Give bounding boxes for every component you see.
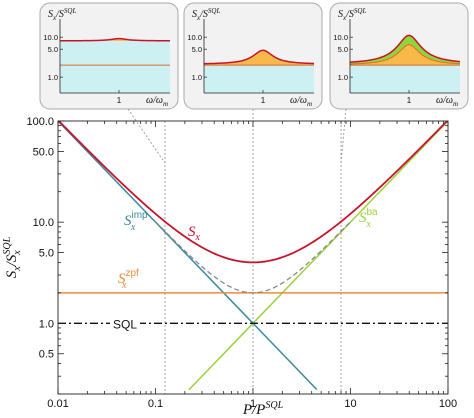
series-line-s-x [58,121,448,264]
inset-y-tick-label: 10.0 [333,33,348,42]
inset-peak-fill [350,44,460,66]
main-chart: 0.01 0.1 1 10 100 0.5 1.0 5.0 10.0 50.0 100.0 P/PSQ… [2,116,457,418]
insets-group: 10.05.01.01Sx/SSQLω/ωm10.05.01.01Sx/SSQL… [39,2,469,110]
inset-y-label-part: x [342,14,347,22]
label-ba-sup: ba [367,207,379,218]
y-axis-label-part: S [4,270,20,278]
label-imp-sub: x [130,222,136,233]
inset-y-label: Sx/SSQL [338,7,366,22]
x-tick-label: 0.1 [148,398,163,410]
label-zpf: Szpf x [118,268,139,291]
inset-y-tick-label: 5.0 [48,45,58,54]
sql-label: SQL [113,317,137,331]
x-tick-label: 0.01 [47,398,68,410]
inset-y-label-part: SQL [208,7,221,15]
inset-y-label-part: /S [55,9,64,20]
label-total-sub: x [195,232,201,243]
y-tick-label: 0.5 [39,349,54,361]
inset-x-label-part: ω/ω [290,95,307,106]
inset-x-label-part: m [307,100,312,108]
inset-peak-line [349,44,461,65]
inset-x-tick-label: 1 [407,96,412,105]
inset-y-label-part: S [338,9,343,20]
inset-y-label: Sx/SSQL [192,7,220,22]
x-tick-label: 10 [344,398,356,410]
inset-x-label-part: ω/ω [436,95,453,106]
x-axis-label-sup: SQL [265,400,283,411]
inset-peak-fill [60,38,170,41]
inset-connector-lines [127,108,347,164]
y-axis-label-part: SQL [2,236,13,254]
inset-x-label-part: m [163,100,168,108]
y-axis-label-part: x [12,250,23,256]
label-zpf-base: S [118,271,126,287]
series-line-s-x-imp [58,121,318,390]
x-tick-label: 1 [250,398,256,410]
inset-y-label-part: S [192,9,197,20]
inset-x-label: ω/ωm [436,95,458,108]
inset-right: 10.0 5.0 1.0 1 Sx/SSQL ω/ωm [329,2,469,110]
inset-y-label-part: /S [345,9,354,20]
inset-total-line [203,49,315,65]
label-ba: Sba x [359,207,378,230]
inset-y-label-part: S [48,9,53,20]
y-tick-label: 5.0 [39,248,54,260]
inset-middle: 10.0 5.0 1.0 1 Sx/SSQL ω/ωm [183,2,323,110]
label-imp: Simp x [124,210,148,233]
inset-total-line [60,37,171,42]
inset-y-label-part: SQL [64,7,77,15]
sql-label-bg [110,316,140,331]
series-line-s-x-ba [188,121,448,391]
label-zpf-sub: x [121,280,127,291]
inset-x-tick-label: 1 [261,96,266,105]
y-tick-label: 10.0 [33,217,54,229]
label-total: Sx [188,224,201,243]
connector-line-0 [127,108,166,164]
inset-x-label-part: ω/ω [146,95,163,106]
y-axis-label-part: x [12,266,23,272]
inset-y-tick-label: 1.0 [48,73,58,82]
inset-left: 10.0 5.0 1.0 1 Sx/SSQL ω/ωm [39,2,179,110]
inset-y-tick-label: 10.0 [43,33,58,42]
inset-x-tick-label: 1 [117,96,122,105]
x-tick-label: 100 [439,398,457,410]
label-zpf-sup: zpf [126,268,140,279]
inset-y-tick-label: 5.0 [192,45,202,54]
label-imp-sup: imp [132,210,149,221]
y-tick-label: 100.0 [26,116,54,128]
label-ba-base: S [359,210,367,226]
inset-x-label: ω/ωm [146,95,168,108]
inset-y-label-part: /S [199,9,208,20]
label-imp-base: S [124,213,132,229]
inset-y-label-part: x [52,14,57,22]
inset-y-tick-label: 1.0 [192,73,202,82]
inset-x-label: ω/ωm [290,95,312,108]
inset-zpf-fill [350,65,460,93]
inset-zpf-fill [60,65,170,93]
inset-y-label-part: SQL [354,7,367,15]
y-axis-label-part: /S [4,254,20,267]
y-tick-label: 50.0 [33,146,54,158]
inset-y-tick-label: 1.0 [338,73,348,82]
connector-line-1 [340,108,347,164]
inset-y-label: Sx/SSQL [48,7,76,22]
label-ba-sub: x [365,219,371,230]
plot-area [58,121,448,391]
x-axis-label: P/PSQL [242,400,284,418]
series-line-s-x-imp-s-x-ba [155,221,351,294]
inset-imp-fill [60,40,170,66]
inset-y-label-part: x [196,14,201,22]
inset-total-line [349,34,461,63]
label-total-base: S [188,224,196,240]
y-axis-label: Sx/SSQLx [2,236,23,278]
inset-x-label-part: m [453,100,458,108]
inset-y-tick-label: 5.0 [338,45,348,54]
y-tick-label: 1.0 [39,318,54,330]
inset-y-tick-label: 10.0 [187,33,202,42]
inset-zpf-fill [204,65,314,93]
